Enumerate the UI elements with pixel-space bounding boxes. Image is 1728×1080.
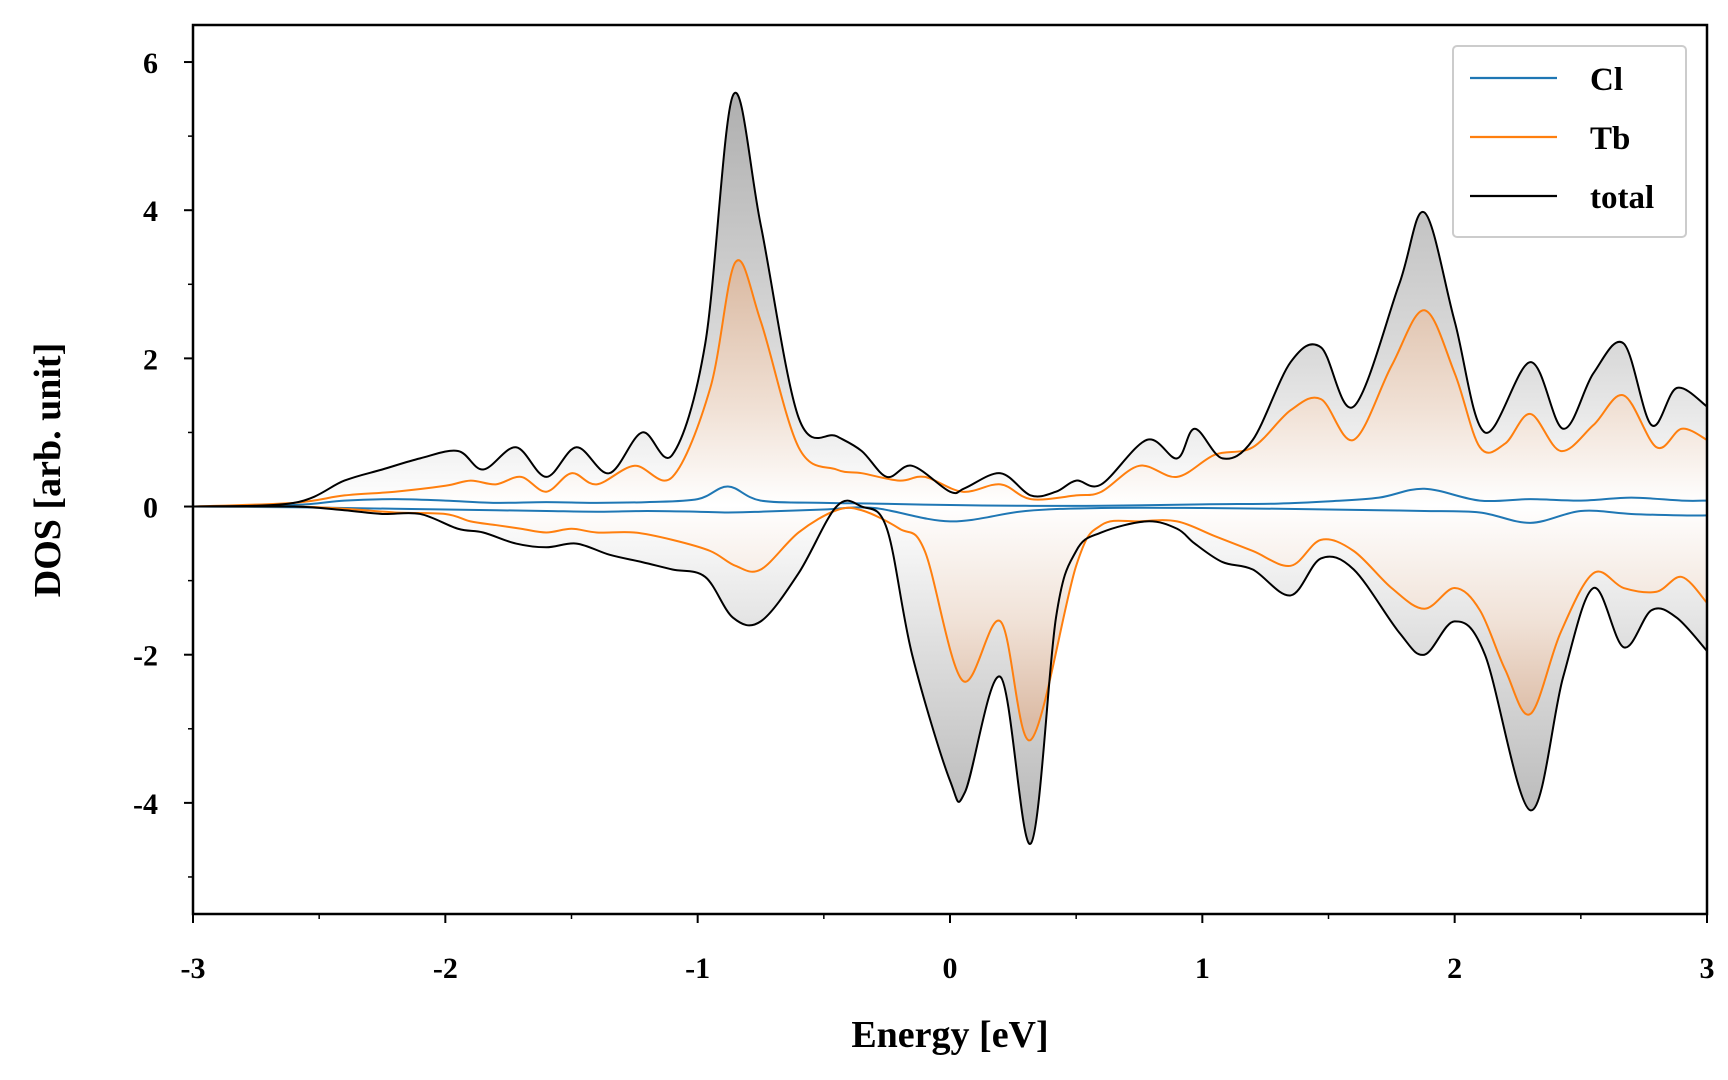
legend-label-total: total: [1590, 180, 1654, 216]
legend-label-cl: Cl: [1590, 62, 1623, 98]
legend-label-tb: Tb: [1590, 121, 1630, 157]
x-tick-label: 1: [1195, 952, 1210, 985]
plot-area: [193, 91, 1707, 845]
y-axis-label: DOS [arb. unit]: [27, 343, 69, 597]
x-axis-label: Energy [eV]: [851, 1014, 1048, 1056]
x-axis: -3 -2 -1 0 1 2 3: [181, 914, 1715, 985]
x-tick-label: -1: [685, 952, 710, 985]
y-tick-label: 0: [143, 492, 158, 525]
series-tb-up-line: [193, 259, 1707, 508]
tb-up-fill: [193, 260, 1707, 507]
y-tick-label: -4: [133, 788, 158, 821]
y-tick-label: 6: [143, 47, 158, 80]
y-axis: -4 -2 0 2 4 6: [133, 47, 193, 878]
x-tick-label: 0: [943, 952, 958, 985]
y-tick-label: -2: [133, 640, 158, 673]
x-tick-label: 3: [1700, 952, 1715, 985]
legend-box: [1452, 45, 1687, 238]
series-total-up-line: [193, 91, 1707, 508]
y-tick-label: 4: [143, 195, 158, 228]
x-tick-label: -3: [181, 952, 206, 985]
total-up-fill: [193, 92, 1707, 507]
series-cl-down-line: [193, 505, 1707, 524]
total-down-fill: [193, 500, 1707, 845]
series-cl-up-line: [193, 485, 1707, 508]
legend: Cl Tb total: [1452, 45, 1687, 238]
x-tick-label: -2: [433, 952, 458, 985]
series-total-down-line: [193, 499, 1707, 845]
tb-down-fill: [193, 506, 1707, 741]
x-tick-label: 2: [1447, 952, 1462, 985]
y-tick-label: 2: [143, 343, 158, 376]
series-tb-down-line: [193, 505, 1707, 741]
